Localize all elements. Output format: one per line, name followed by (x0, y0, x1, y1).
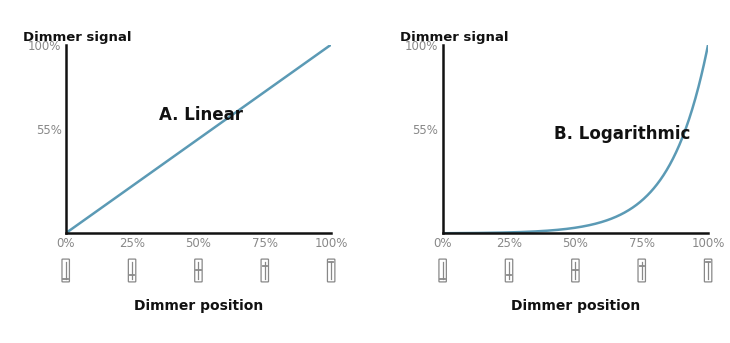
FancyBboxPatch shape (128, 259, 136, 282)
FancyBboxPatch shape (505, 259, 512, 282)
FancyBboxPatch shape (638, 259, 645, 282)
FancyBboxPatch shape (572, 259, 579, 282)
Text: Dimmer position: Dimmer position (134, 299, 263, 313)
FancyBboxPatch shape (195, 259, 202, 282)
FancyBboxPatch shape (261, 259, 269, 282)
FancyBboxPatch shape (62, 259, 69, 282)
FancyBboxPatch shape (704, 259, 712, 282)
Text: Dimmer signal: Dimmer signal (23, 32, 131, 44)
Text: A. Linear: A. Linear (158, 106, 242, 124)
FancyBboxPatch shape (328, 259, 335, 282)
Text: Dimmer signal: Dimmer signal (400, 32, 509, 44)
Text: B. Logarithmic: B. Logarithmic (554, 125, 691, 143)
Text: Dimmer position: Dimmer position (511, 299, 640, 313)
FancyBboxPatch shape (439, 259, 446, 282)
